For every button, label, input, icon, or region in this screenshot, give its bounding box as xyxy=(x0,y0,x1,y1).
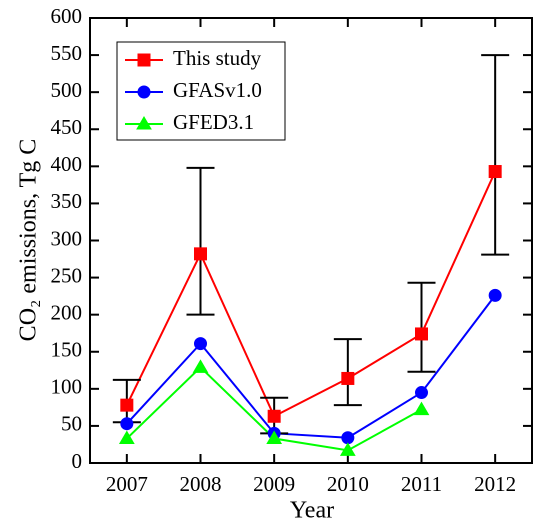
data-point xyxy=(192,359,209,373)
legend-marker xyxy=(136,116,152,130)
legend-label: GFASv1.0 xyxy=(173,78,262,102)
legend-marker xyxy=(137,85,151,99)
y-tick-label: 150 xyxy=(51,338,83,362)
data-point xyxy=(120,417,134,431)
data-point xyxy=(120,398,134,412)
y-tick-label: 200 xyxy=(51,300,83,324)
data-point xyxy=(413,401,430,416)
data-point xyxy=(341,431,355,445)
data-point xyxy=(118,430,135,445)
series-line xyxy=(125,171,497,418)
error-bar xyxy=(407,281,436,373)
legend-label: This study xyxy=(173,46,262,70)
x-tick-label: 2008 xyxy=(180,472,222,496)
data-point xyxy=(488,288,502,302)
y-tick-label: 350 xyxy=(51,189,83,213)
x-tick-label: 2012 xyxy=(474,472,516,496)
y-tick-label: 500 xyxy=(51,78,83,102)
data-point xyxy=(488,165,502,179)
data-point xyxy=(415,327,428,341)
series-line xyxy=(126,294,496,439)
y-tick-label: 600 xyxy=(51,4,83,28)
x-tick-label: 2009 xyxy=(253,472,295,496)
y-tick-label: 50 xyxy=(61,412,82,436)
data-point xyxy=(341,371,355,385)
data-point xyxy=(339,442,356,456)
x-tick-label: 2011 xyxy=(401,472,442,496)
data-point xyxy=(194,337,207,351)
y-axis-label: CO₂ emissions, Tg C xyxy=(16,139,42,342)
x-tick-label: 2007 xyxy=(106,472,148,496)
data-point xyxy=(194,247,207,261)
data-point xyxy=(415,386,428,400)
data-point xyxy=(267,409,281,423)
error-bar xyxy=(186,166,215,316)
legend-marker xyxy=(137,53,151,67)
y-tick-label: 550 xyxy=(51,41,83,65)
x-axis-label: Year xyxy=(290,498,334,524)
y-tick-label: 100 xyxy=(51,375,83,399)
y-tick-label: 300 xyxy=(51,226,83,250)
legend-label: GFED3.1 xyxy=(173,110,254,134)
x-tick-label: 2010 xyxy=(327,472,369,496)
error-bar xyxy=(481,54,510,256)
y-tick-label: 400 xyxy=(51,152,83,176)
y-tick-label: 250 xyxy=(51,263,83,287)
y-tick-label: 450 xyxy=(51,115,83,139)
data-point xyxy=(266,430,283,445)
y-tick-label: 0 xyxy=(72,449,83,473)
